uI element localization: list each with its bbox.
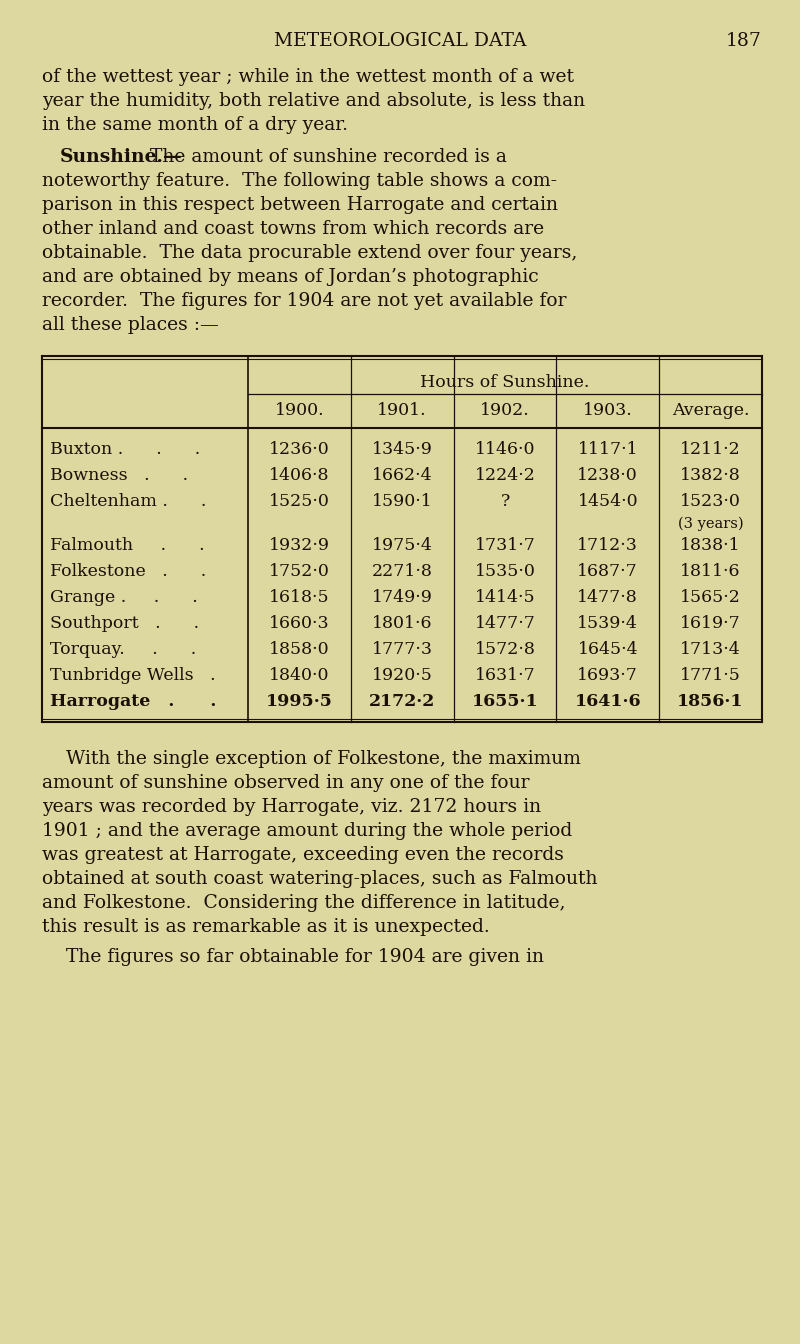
Text: 1565·2: 1565·2 bbox=[680, 589, 741, 606]
Text: 2172·2: 2172·2 bbox=[369, 694, 435, 710]
Text: of the wettest year ; while in the wettest month of a wet: of the wettest year ; while in the wette… bbox=[42, 69, 574, 86]
Text: 1771·5: 1771·5 bbox=[680, 667, 741, 684]
Text: 1858·0: 1858·0 bbox=[269, 641, 330, 659]
Text: Sunshine.—: Sunshine.— bbox=[60, 148, 182, 167]
Text: 1382·8: 1382·8 bbox=[680, 466, 741, 484]
Text: 1406·8: 1406·8 bbox=[269, 466, 330, 484]
Text: recorder.  The figures for 1904 are not yet available for: recorder. The figures for 1904 are not y… bbox=[42, 292, 566, 310]
Text: 1211·2: 1211·2 bbox=[680, 441, 741, 458]
Text: 1238·0: 1238·0 bbox=[578, 466, 638, 484]
Text: 1752·0: 1752·0 bbox=[269, 563, 330, 581]
Text: 1539·4: 1539·4 bbox=[578, 616, 638, 632]
Text: obtained at south coast watering-places, such as Falmouth: obtained at south coast watering-places,… bbox=[42, 870, 598, 888]
Text: 1414·5: 1414·5 bbox=[474, 589, 535, 606]
Text: The figures so far obtainable for 1904 are given in: The figures so far obtainable for 1904 a… bbox=[42, 948, 544, 966]
Text: obtainable.  The data procurable extend over four years,: obtainable. The data procurable extend o… bbox=[42, 245, 578, 262]
Text: 1590·1: 1590·1 bbox=[372, 493, 433, 509]
Text: in the same month of a dry year.: in the same month of a dry year. bbox=[42, 116, 348, 134]
Text: 1731·7: 1731·7 bbox=[474, 538, 535, 554]
Text: 1901 ; and the average amount during the whole period: 1901 ; and the average amount during the… bbox=[42, 823, 572, 840]
Text: Torquay.     .      .: Torquay. . . bbox=[50, 641, 196, 659]
Text: 1902.: 1902. bbox=[480, 402, 530, 419]
Text: 1693·7: 1693·7 bbox=[578, 667, 638, 684]
Text: 1477·8: 1477·8 bbox=[578, 589, 638, 606]
Text: Folkestone   .      .: Folkestone . . bbox=[50, 563, 206, 581]
Text: Falmouth     .      .: Falmouth . . bbox=[50, 538, 205, 554]
Text: parison in this respect between Harrogate and certain: parison in this respect between Harrogat… bbox=[42, 196, 558, 214]
Text: 1713·4: 1713·4 bbox=[680, 641, 741, 659]
Text: amount of sunshine observed in any one of the four: amount of sunshine observed in any one o… bbox=[42, 774, 530, 792]
Text: Southport   .      .: Southport . . bbox=[50, 616, 199, 632]
Text: With the single exception of Folkestone, the maximum: With the single exception of Folkestone,… bbox=[42, 750, 581, 767]
Text: and are obtained by means of Jordan’s photographic: and are obtained by means of Jordan’s ph… bbox=[42, 267, 538, 286]
Text: Grange .     .      .: Grange . . . bbox=[50, 589, 198, 606]
Text: 1572·8: 1572·8 bbox=[474, 641, 535, 659]
Text: 1535·0: 1535·0 bbox=[474, 563, 535, 581]
Text: 1117·1: 1117·1 bbox=[578, 441, 638, 458]
Text: year the humidity, both relative and absolute, is less than: year the humidity, both relative and abs… bbox=[42, 91, 585, 110]
Text: Tunbridge Wells   .: Tunbridge Wells . bbox=[50, 667, 216, 684]
Text: 2271·8: 2271·8 bbox=[372, 563, 433, 581]
Text: 1920·5: 1920·5 bbox=[372, 667, 433, 684]
Text: and Folkestone.  Considering the difference in latitude,: and Folkestone. Considering the differen… bbox=[42, 894, 566, 913]
Text: 1838·1: 1838·1 bbox=[680, 538, 741, 554]
Text: 1712·3: 1712·3 bbox=[578, 538, 638, 554]
Text: 1900.: 1900. bbox=[274, 402, 324, 419]
Text: 1146·0: 1146·0 bbox=[474, 441, 535, 458]
Text: 1645·4: 1645·4 bbox=[578, 641, 638, 659]
Text: other inland and coast towns from which records are: other inland and coast towns from which … bbox=[42, 220, 544, 238]
Text: Bowness   .      .: Bowness . . bbox=[50, 466, 188, 484]
Text: this result is as remarkable as it is unexpected.: this result is as remarkable as it is un… bbox=[42, 918, 490, 935]
Text: 1995·5: 1995·5 bbox=[266, 694, 333, 710]
Text: 1525·0: 1525·0 bbox=[269, 493, 330, 509]
Text: 1975·4: 1975·4 bbox=[372, 538, 433, 554]
Text: 1811·6: 1811·6 bbox=[680, 563, 741, 581]
Text: 1856·1: 1856·1 bbox=[678, 694, 744, 710]
Text: 1523·0: 1523·0 bbox=[680, 493, 741, 509]
Text: Buxton .      .      .: Buxton . . . bbox=[50, 441, 200, 458]
Text: (3 years): (3 years) bbox=[678, 517, 743, 531]
Text: 1662·4: 1662·4 bbox=[372, 466, 433, 484]
Text: all these places :—: all these places :— bbox=[42, 316, 219, 335]
Text: 1777·3: 1777·3 bbox=[372, 641, 433, 659]
Text: 1224·2: 1224·2 bbox=[474, 466, 535, 484]
Text: Average.: Average. bbox=[672, 402, 750, 419]
Text: 1687·7: 1687·7 bbox=[578, 563, 638, 581]
Text: 1840·0: 1840·0 bbox=[269, 667, 330, 684]
Text: 1801·6: 1801·6 bbox=[372, 616, 433, 632]
Text: METEOROLOGICAL DATA: METEOROLOGICAL DATA bbox=[274, 32, 526, 50]
Text: 1655·1: 1655·1 bbox=[472, 694, 538, 710]
Text: 1619·7: 1619·7 bbox=[680, 616, 741, 632]
Text: 1641·6: 1641·6 bbox=[574, 694, 641, 710]
Text: 1932·9: 1932·9 bbox=[269, 538, 330, 554]
Text: 1660·3: 1660·3 bbox=[269, 616, 330, 632]
Text: 1236·0: 1236·0 bbox=[269, 441, 330, 458]
Text: years was recorded by Harrogate, viz. 2172 hours in: years was recorded by Harrogate, viz. 21… bbox=[42, 798, 541, 816]
Text: 1749·9: 1749·9 bbox=[372, 589, 433, 606]
Text: noteworthy feature.  The following table shows a com-: noteworthy feature. The following table … bbox=[42, 172, 557, 190]
Text: ?: ? bbox=[500, 493, 510, 509]
Text: 1477·7: 1477·7 bbox=[474, 616, 535, 632]
Text: 1901.: 1901. bbox=[378, 402, 427, 419]
Text: was greatest at Harrogate, exceeding even the records: was greatest at Harrogate, exceeding eve… bbox=[42, 845, 564, 864]
Text: The amount of sunshine recorded is a: The amount of sunshine recorded is a bbox=[150, 148, 507, 167]
Text: Hours of Sunshine.: Hours of Sunshine. bbox=[420, 374, 590, 391]
Text: 1631·7: 1631·7 bbox=[474, 667, 535, 684]
Text: 1345·9: 1345·9 bbox=[372, 441, 433, 458]
Text: 1618·5: 1618·5 bbox=[269, 589, 330, 606]
Text: 1903.: 1903. bbox=[583, 402, 633, 419]
Text: Cheltenham .      .: Cheltenham . . bbox=[50, 493, 206, 509]
Text: 1454·0: 1454·0 bbox=[578, 493, 638, 509]
Text: Harrogate   .      .: Harrogate . . bbox=[50, 694, 216, 710]
Text: 187: 187 bbox=[726, 32, 762, 50]
